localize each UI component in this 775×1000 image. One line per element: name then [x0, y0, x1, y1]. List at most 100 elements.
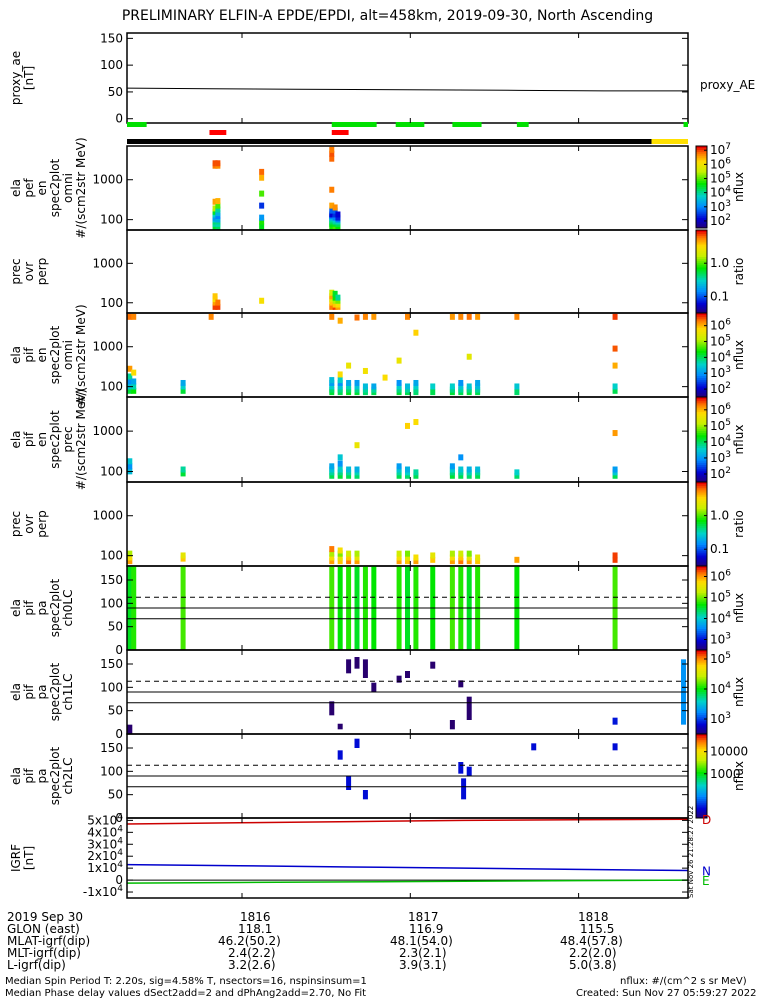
ela-pif-en-spec2plot-omni-cell-0-3	[127, 373, 133, 380]
ela-pif-en-spec2plot-omni-cb-seg-35	[696, 386, 707, 390]
status-green-2	[395, 122, 425, 127]
ela-pif-en-spec2plot-omni-cell-8-3	[362, 367, 368, 374]
ela-pif-pa-spec2plot-ch0LC-cb-label: nflux	[732, 593, 746, 623]
rotated-timestamp: Sat Nov 26 21:28:27 2022	[687, 806, 695, 898]
prec-ovr-perp-if-cb-seg-32	[696, 549, 707, 552]
ela-pif-en-spec2plot-omni-cb-seg-28	[696, 371, 707, 375]
ela-pif-en-spec2plot-prec-cell-14-2	[612, 466, 618, 473]
prec-ovr-perp-if-cb-seg-12	[696, 507, 707, 510]
prec-ovr-perp-if-cb-label: ratio	[732, 510, 746, 538]
prec-ovr-perp-ef-cb-seg-27	[696, 286, 707, 289]
ela-pif-en-spec2plot-omni-cell-2-2	[180, 379, 186, 386]
ela-pif-en-spec2plot-omni-cell-7-3	[354, 379, 360, 386]
ela-pif-en-spec2plot-prec-cell-8-0	[413, 472, 419, 479]
ela-pef-en-spec2plot-omni-cb-seg-34	[696, 215, 707, 219]
ela-pif-pa-spec2plot-ch1LC-cb-seg-4	[696, 658, 707, 661]
ela-pif-en-spec2plot-prec-cb-seg-7	[696, 411, 707, 415]
prec-ovr-perp-if-cb-seg-25	[696, 534, 707, 538]
ela-pif-en-spec2plot-omni-cb-seg-20	[696, 355, 707, 358]
ephem-col3-mlat: 48.4(57.8)	[560, 934, 623, 948]
ela-pif-pa-spec2plot-ch2LC-cell-0	[337, 750, 343, 760]
ela-pif-en-spec2plot-prec-cbticklabel-2: 104	[710, 434, 731, 449]
prec-ovr-perp-if-cb-seg-6	[696, 494, 707, 498]
ela-pif-pa-spec2plot-ch2LC-ylabel-0: ela	[9, 767, 23, 785]
ela-pif-pa-spec2plot-ch1LC-cb-seg-11	[696, 673, 707, 676]
ela-pif-pa-spec2plot-ch2LC-ylabel-3: spec2plot	[48, 746, 62, 805]
prec-ovr-perp-ef-ylabel-1: ovr	[22, 262, 36, 281]
ela-pif-pa-spec2plot-ch2LC-cb-seg-39	[696, 815, 707, 819]
ela-pif-en-spec2plot-prec-cb-seg-24	[696, 448, 707, 451]
ela-pif-pa-spec2plot-ch0LC-cb-seg-7	[696, 580, 707, 584]
ela-pif-en-spec2plot-omni-cell-7-4	[354, 314, 360, 321]
ela-pif-en-spec2plot-omni-cell-20-4	[612, 313, 618, 320]
ela-pif-en-spec2plot-prec-ylabel-5: #/(scm2str MeV)	[74, 389, 88, 490]
ela-pif-pa-spec2plot-ch1LC-cb-seg-28	[696, 708, 707, 712]
prec-ovr-perp-if-cb-seg-31	[696, 547, 707, 550]
status-green-4	[516, 122, 529, 127]
ela-pef-en-spec2plot-omni-cbticklabel-4: 106	[710, 156, 731, 171]
prec-ovr-perp-ef-cell-3-4	[329, 289, 335, 296]
ela-pif-pa-spec2plot-ch1LC-cb-seg-7	[696, 664, 707, 668]
ela-pif-pa-spec2plot-ch1LC-cb-seg-36	[696, 725, 707, 729]
ela-pif-en-spec2plot-omni-cell-6-1	[346, 386, 352, 393]
igrf-line-n	[126, 863, 689, 872]
ela-pif-pa-spec2plot-ch2LC-cb-seg-19	[696, 773, 707, 777]
prec-ovr-perp-ef-cb-seg-21	[696, 273, 707, 277]
ela-pif-pa-spec2plot-ch2LC-cb-seg-12	[696, 759, 707, 762]
ela-pif-en-spec2plot-omni-cb-seg-31	[696, 378, 707, 381]
prec-ovr-perp-if-cell-12-0	[466, 558, 472, 565]
ela-pif-pa-spec2plot-ch0LC-cb-seg-25	[696, 618, 707, 622]
prec-ovr-perp-ef-cb-seg-16	[696, 263, 707, 266]
ela-pif-en-spec2plot-prec-cb-seg-6	[696, 409, 707, 413]
prec-ovr-perp-if-cell-9-0	[430, 556, 436, 563]
ela-pif-pa-spec2plot-ch1LC-cb-seg-20	[696, 692, 707, 695]
proxy-ae-yticklabel-2: 100	[100, 58, 123, 72]
ela-pif-pa-spec2plot-ch0LC-ylabel-1: pif	[22, 600, 36, 616]
ela-pif-pa-spec2plot-ch0LC-cb-seg-15	[696, 597, 707, 601]
prec-ovr-perp-ef-cb-seg-31	[696, 294, 707, 297]
ela-pef-en-spec2plot-omni-ylabel-4: omni	[61, 173, 75, 203]
ela-pif-pa-spec2plot-ch1LC-cb-seg-25	[696, 702, 707, 706]
ela-pif-en-spec2plot-omni-cb-seg-26	[696, 367, 707, 371]
ela-pif-en-spec2plot-prec-cb-seg-39	[696, 479, 707, 483]
ela-pif-pa-spec2plot-ch2LC-cb-seg-22	[696, 780, 707, 783]
ela-pef-en-spec2plot-omni-cb-seg-12	[696, 170, 707, 174]
igrf-yticklabel-4: 3x104	[87, 836, 123, 851]
ela-pif-en-spec2plot-omni-cell-0-2	[127, 378, 133, 385]
ephem-col3-mlt: 2.2(2.0)	[569, 946, 617, 960]
ela-pif-en-spec2plot-omni-cell-10-0	[382, 374, 388, 381]
ela-pef-en-spec2plot-omni-cb-seg-21	[696, 189, 707, 192]
ela-pif-en-spec2plot-omni-ylabel-4: omni	[61, 340, 75, 370]
ela-pif-pa-spec2plot-ch2LC-cb-seg-9	[696, 752, 707, 756]
ela-pif-pa-spec2plot-ch2LC-cb-seg-28	[696, 792, 707, 796]
ela-pif-pa-spec2plot-ch1LC-cb-seg-18	[696, 687, 707, 691]
status-black	[127, 139, 652, 144]
ela-pef-en-spec2plot-omni-cb-seg-15	[696, 176, 707, 180]
ela-pif-en-spec2plot-omni-cell-5-2	[337, 383, 343, 390]
prec-ovr-perp-ef-cb-seg-9	[696, 248, 707, 252]
ela-pif-pa-spec2plot-ch2LC-cb-seg-29	[696, 794, 707, 798]
ela-pif-en-spec2plot-omni-cb-seg-0	[696, 313, 707, 316]
ela-pif-pa-spec2plot-ch1LC-cb-seg-17	[696, 685, 707, 689]
ela-pif-en-spec2plot-prec-cb-seg-19	[696, 437, 707, 440]
prec-ovr-perp-ef-cb-seg-33	[696, 298, 707, 302]
prec-ovr-perp-if-cb-seg-1	[696, 484, 707, 487]
ela-pif-en-spec2plot-omni-cell-11-4	[396, 357, 402, 364]
ela-pif-en-spec2plot-omni-cell-16-4	[458, 313, 464, 320]
ela-pif-en-spec2plot-prec-cell-6-0	[396, 472, 402, 479]
igrf-yticklabel-6: 5x104	[87, 812, 123, 827]
prec-ovr-perp-if-yticklabel-0: 100	[100, 549, 123, 563]
prec-ovr-perp-if-cb-seg-26	[696, 536, 707, 540]
ela-pef-en-spec2plot-omni-ylabel-2: en	[35, 181, 49, 196]
ela-pef-en-spec2plot-omni-cb-seg-32	[696, 211, 707, 215]
ela-pif-pa-spec2plot-ch2LC-cb-seg-27	[696, 790, 707, 794]
prec-ovr-perp-ef-cb-seg-29	[696, 290, 707, 293]
prec-ovr-perp-ef-ylabel-2: perp	[35, 258, 49, 286]
ela-pif-pa-spec2plot-ch1LC-yticklabel-2: 100	[100, 680, 123, 694]
ela-pif-en-spec2plot-omni-cell-16-2	[458, 383, 464, 390]
ela-pif-pa-spec2plot-ch2LC-cb-seg-15	[696, 765, 707, 769]
ela-pif-en-spec2plot-omni-cell-6-2	[346, 383, 352, 390]
ela-pif-pa-spec2plot-ch0LC-cb-seg-19	[696, 605, 707, 609]
prec-ovr-perp-if-cell-9-1	[430, 552, 436, 559]
